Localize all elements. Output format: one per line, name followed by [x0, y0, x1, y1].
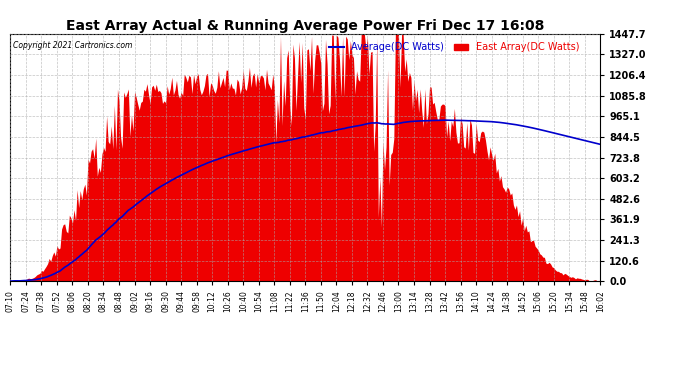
Legend: Average(DC Watts), East Array(DC Watts): Average(DC Watts), East Array(DC Watts)	[325, 39, 584, 56]
Text: Copyright 2021 Cartronics.com: Copyright 2021 Cartronics.com	[13, 41, 132, 50]
Title: East Array Actual & Running Average Power Fri Dec 17 16:08: East Array Actual & Running Average Powe…	[66, 19, 544, 33]
